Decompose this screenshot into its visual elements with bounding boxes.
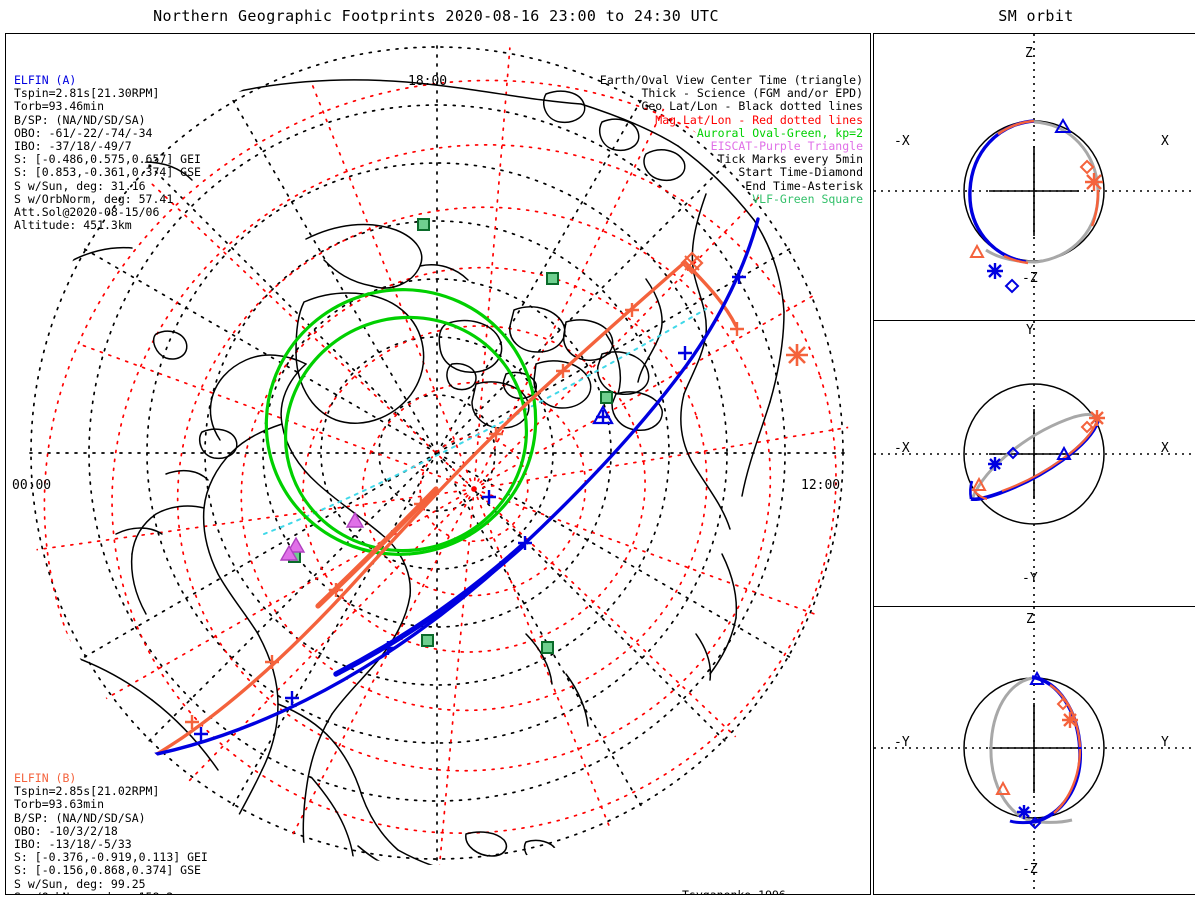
orbit-xy-label-right: X	[1161, 440, 1169, 456]
orbit-yz-marker-b-diamond	[1056, 697, 1070, 711]
elfin-b-line-1: Torb=93.63min	[14, 797, 105, 812]
orbit-xy-label-left: -X	[894, 440, 910, 456]
orbit-xy-label-bottom: -Y	[1022, 570, 1038, 586]
orbit-xz-label-left: -X	[894, 134, 910, 149]
orbit-yz-svg	[874, 607, 1194, 894]
elfin-a-tick-marks	[115, 268, 748, 765]
orbit-yz-label-top: Z	[1026, 612, 1034, 628]
geographic-footprint-map[interactable]: ELFIN (A) Tspin=2.81s[21.30RPM] Torb=93.…	[5, 33, 871, 895]
orbit-view-xy[interactable]: Y -Y -X X	[874, 320, 1195, 608]
legend-item-2: Geo Lat/Lon - Black dotted lines	[641, 99, 863, 114]
elfin-b-line-4: IBO: -13/18/-5/33	[14, 837, 132, 852]
elfin-a-line-3: OBO: -61/-22/-74/-34	[14, 125, 153, 140]
coastlines	[45, 79, 785, 865]
orbit-xy-marker-b-diamond	[1080, 420, 1094, 434]
elfin-a-line-2: B/SP: (NA/ND/SD/SA)	[14, 112, 146, 127]
elfin-b-label: ELFIN (B)	[14, 771, 77, 785]
map-plot-svg	[25, 41, 849, 865]
orbit-yz-label-left: -Y	[894, 735, 910, 751]
legend-item-4: Auroral Oval-Green, kp=2	[696, 125, 863, 140]
elfin-a-line-7: S w/Sun, deg: 31.16	[14, 178, 146, 193]
orbit-yz-marker-b-asterisk	[1062, 712, 1078, 729]
orbit-xz-label-bottom: -Z	[1022, 271, 1038, 286]
geo-meridians	[25, 41, 849, 865]
orbit-yz-label-right: Y	[1161, 735, 1169, 751]
orbit-xz-marker-a-triangle	[1054, 118, 1072, 133]
elfin-b-line-8: S w/OrbNorm, deg: 158.2	[14, 890, 173, 894]
elfin-b-line-2: B/SP: (NA/ND/SD/SA)	[14, 810, 146, 825]
orbit-yz-label-bottom: -Z	[1022, 862, 1038, 878]
orbit-xy-marker-a-triangle	[1056, 445, 1072, 460]
mlt-label-dusk: 18:00	[408, 74, 448, 89]
orbit-yz-marker-a-diamond	[1028, 816, 1042, 830]
orbit-xy-marker-a-diamond	[1006, 446, 1020, 460]
map-legend: Earth/Oval View Center Time (triangle) T…	[599, 73, 863, 206]
orbit-xz-label-right: X	[1161, 134, 1169, 149]
satellite-info-elfin-b: ELFIN (B) Tspin=2.85s[21.02RPM] Torb=93.…	[14, 771, 208, 894]
orbit-xz-marker-a-diamond	[1004, 278, 1020, 294]
elfin-a-line-8: S w/OrbNorm, deg: 57.41	[14, 191, 174, 206]
orbit-yz-marker-a-asterisk	[1017, 805, 1031, 820]
elfin-b-end-marker	[786, 344, 808, 366]
legend-item-0: Earth/Oval View Center Time (triangle)	[599, 73, 863, 87]
sm-orbit-panel[interactable]: Z -Z -X X	[873, 33, 1195, 895]
orbit-xz-marker-a-asterisk	[987, 263, 1003, 279]
elfin-b-line-0: Tspin=2.85s[21.02RPM]	[14, 784, 160, 799]
orbit-xy-marker-b-triangle	[971, 476, 987, 491]
track-elfin-a	[92, 217, 760, 766]
legend-item-7: Start Time-Diamond	[738, 165, 863, 180]
elfin-b-line-7: S w/Sun, deg: 99.25	[14, 876, 146, 891]
mlt-label-noon: 12:00	[801, 478, 841, 493]
elfin-a-line-0: Tspin=2.81s[21.30RPM]	[14, 86, 160, 101]
elfin-b-line-3: OBO: -10/3/2/18	[14, 823, 118, 838]
elfin-a-line-6: S: [0.853,-0.361,0.374] GSE	[14, 165, 201, 180]
legend-item-9: VLF-Green Square	[752, 191, 863, 206]
elfin-a-label: ELFIN (A)	[14, 73, 77, 87]
elfin-a-line-5: S: [-0.486,0.575,0.657] GEI	[14, 152, 201, 167]
vlf-transmitter-markers	[288, 218, 613, 654]
map-footer: Tsyganenko-1996 Created: Tue Jan 24 08:1…	[682, 888, 870, 895]
elfin-b-start-marker	[680, 251, 704, 275]
orbit-xz-svg	[874, 34, 1194, 320]
elfin-a-line-1: Torb=93.46min	[14, 99, 105, 114]
legend-item-6: Tick Marks every 5min	[717, 152, 863, 167]
auroral-oval-group	[264, 288, 538, 556]
legend-item-1: Thick - Science (FGM and/or EPD)	[641, 86, 863, 101]
orbit-view-xz[interactable]: Z -Z -X X	[874, 34, 1195, 321]
elfin-b-tick-marks	[117, 301, 746, 756]
legend-item-5: EISCAT-Purple Triangle	[710, 139, 863, 154]
legend-item-8: End Time-Asterisk	[745, 178, 863, 193]
field-model-label: Tsyganenko-1996	[682, 888, 786, 895]
orbit-xz-marker-b-diamond	[1079, 159, 1095, 175]
satellite-info-elfin-a: ELFIN (A) Tspin=2.81s[21.30RPM] Torb=93.…	[14, 73, 201, 233]
orbit-xy-marker-a-asterisk	[988, 456, 1002, 471]
legend-item-3: Mag Lat/Lon - Red dotted lines	[655, 112, 863, 127]
orbit-panel-title: SM orbit	[998, 7, 1074, 25]
elfin-a-line-10: Altitude: 451.3km	[14, 218, 132, 233]
orbit-xz-label-top: Z	[1025, 46, 1033, 61]
eiscat-site-markers	[279, 511, 365, 561]
orbit-yz-marker-a-triangle	[1029, 671, 1045, 686]
orbit-xy-label-top: Y	[1026, 322, 1034, 338]
orbit-yz-marker-b-triangle	[995, 781, 1011, 796]
track-elfin-b	[110, 251, 808, 778]
orbit-xz-marker-b-asterisk	[1085, 173, 1103, 191]
orbit-view-yz[interactable]: Z -Z -Y Y	[874, 607, 1195, 894]
orbit-xy-marker-b-asterisk	[1089, 409, 1105, 426]
mlt-label-midnight: 00:00	[12, 478, 52, 493]
elfin-b-line-6: S: [-0.156,0.868,0.374] GSE	[14, 863, 201, 878]
orbit-xz-marker-b-triangle	[969, 243, 985, 258]
elfin-a-line-9: Att.Sol@2020-08-15/06	[14, 205, 160, 220]
map-panel-title: Northern Geographic Footprints 2020-08-1…	[153, 7, 719, 25]
elfin-a-line-4: IBO: -37/18/-49/7	[14, 139, 132, 154]
orbit-xy-svg	[874, 320, 1194, 607]
elfin-b-line-5: S: [-0.376,-0.919,0.113] GEI	[14, 850, 208, 865]
